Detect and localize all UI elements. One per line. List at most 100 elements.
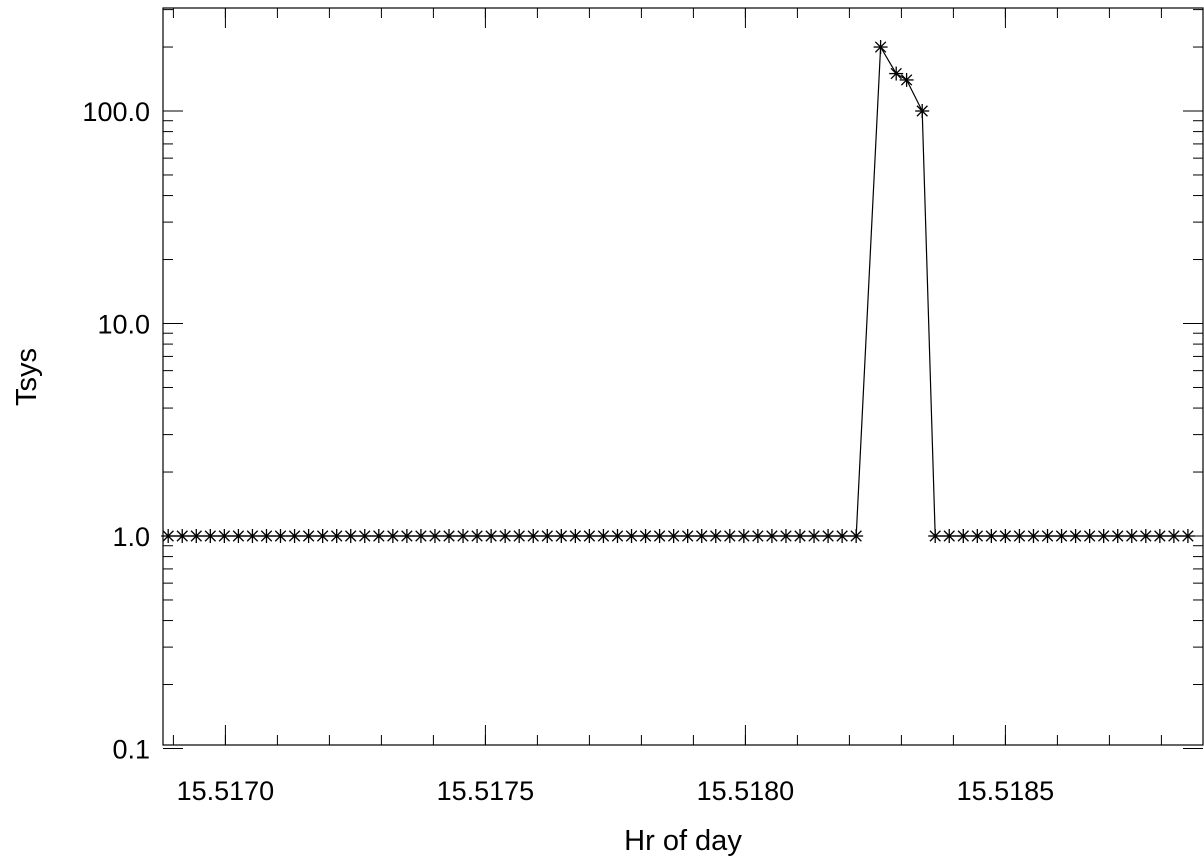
- asterisk-stroke: [162, 530, 174, 542]
- data-point: [413, 529, 428, 543]
- asterisk-stroke: [874, 41, 887, 53]
- asterisk-stroke: [513, 530, 525, 542]
- asterisk-stroke: [176, 530, 188, 542]
- asterisk-stroke: [681, 530, 694, 542]
- x-tick-label: 15.5180: [697, 776, 795, 806]
- data-point: [942, 529, 957, 543]
- data-point: [998, 529, 1013, 543]
- asterisk-stroke: [1112, 530, 1124, 542]
- asterisk-stroke: [667, 530, 680, 542]
- asterisk-stroke: [1140, 530, 1152, 542]
- data-point: [442, 529, 456, 543]
- x-tick-label: 15.5175: [437, 776, 535, 806]
- data-point: [1026, 529, 1041, 543]
- asterisk-stroke: [429, 530, 441, 542]
- data-point: [1152, 529, 1167, 543]
- data-point: [873, 40, 888, 55]
- asterisk-stroke: [569, 530, 582, 542]
- asterisk-stroke: [822, 530, 834, 542]
- y-tick-label: 10.0: [97, 310, 150, 340]
- x-axis-title: Hr of day: [624, 825, 742, 857]
- series-line: [168, 44, 1188, 537]
- data-point: [1068, 529, 1083, 543]
- data-point: [540, 529, 555, 543]
- data-point: [245, 529, 260, 543]
- data-point: [203, 529, 218, 543]
- asterisk-stroke: [611, 530, 624, 542]
- data-point: [1054, 529, 1069, 543]
- data-point: [610, 529, 625, 543]
- data-point: [899, 72, 914, 87]
- data-point: [778, 529, 793, 543]
- data-point: [1124, 529, 1139, 543]
- data-point: [984, 529, 999, 543]
- asterisk-stroke: [696, 530, 708, 542]
- data-point: [970, 529, 985, 543]
- asterisk-stroke: [1154, 530, 1166, 542]
- asterisk-stroke: [836, 530, 848, 542]
- asterisk-stroke: [1168, 530, 1180, 542]
- asterisk-stroke: [724, 530, 736, 542]
- asterisk-stroke: [850, 530, 862, 542]
- asterisk-stroke: [971, 530, 984, 542]
- data-point: [217, 529, 232, 543]
- series-markers: [161, 40, 1195, 543]
- y-tick-label: 0.1: [112, 735, 150, 765]
- asterisk-stroke: [1083, 530, 1096, 542]
- asterisk-stroke: [957, 530, 969, 542]
- data-point: [484, 529, 499, 543]
- asterisk-stroke: [738, 530, 750, 542]
- data-point: [889, 66, 904, 81]
- data-point: [498, 529, 513, 543]
- asterisk-stroke: [373, 530, 385, 542]
- asterisk-stroke: [443, 530, 455, 542]
- asterisk-stroke: [204, 530, 217, 542]
- asterisk-stroke: [900, 74, 913, 86]
- major-ticks: [163, 8, 1203, 749]
- data-point: [1138, 529, 1153, 543]
- asterisk-stroke: [401, 530, 413, 542]
- asterisk-stroke: [780, 530, 792, 542]
- asterisk-stroke: [639, 530, 652, 542]
- data-point: [1096, 529, 1111, 543]
- data-point: [807, 529, 822, 543]
- data-point: [456, 529, 471, 543]
- data-point: [1040, 529, 1055, 543]
- data-point: [385, 529, 400, 543]
- data-point: [849, 529, 864, 543]
- data-point: [835, 529, 850, 543]
- plot-frame: [162, 7, 1204, 746]
- y-tick-label: 1.0: [112, 522, 150, 552]
- asterisk-stroke: [808, 530, 820, 542]
- data-point: [161, 529, 176, 543]
- data-point: [915, 104, 930, 118]
- y-tick-label: 100.0: [82, 97, 150, 127]
- asterisk-stroke: [999, 530, 1012, 542]
- series-polyline: [168, 44, 1188, 537]
- data-point: [666, 529, 681, 543]
- data-point: [928, 529, 943, 543]
- asterisk-stroke: [457, 530, 469, 542]
- asterisk-stroke: [1182, 530, 1194, 542]
- asterisk-stroke: [943, 530, 955, 542]
- asterisk-stroke: [316, 530, 329, 542]
- asterisk-stroke: [752, 530, 764, 542]
- data-point: [736, 529, 751, 543]
- asterisk-stroke: [330, 530, 343, 542]
- data-point: [568, 529, 583, 543]
- data-point: [638, 529, 653, 543]
- data-point: [750, 529, 765, 543]
- asterisk-stroke: [541, 530, 553, 542]
- data-point: [526, 529, 541, 543]
- asterisk-stroke: [555, 530, 568, 542]
- data-point: [287, 529, 302, 543]
- asterisk-stroke: [794, 530, 806, 542]
- data-point: [1012, 529, 1027, 543]
- data-point: [1082, 529, 1097, 543]
- asterisk-stroke: [274, 530, 287, 542]
- data-point: [624, 529, 639, 543]
- minor-ticks: [163, 8, 1203, 745]
- asterisk-stroke: [766, 530, 778, 542]
- data-point: [512, 529, 527, 543]
- data-point: [652, 529, 667, 543]
